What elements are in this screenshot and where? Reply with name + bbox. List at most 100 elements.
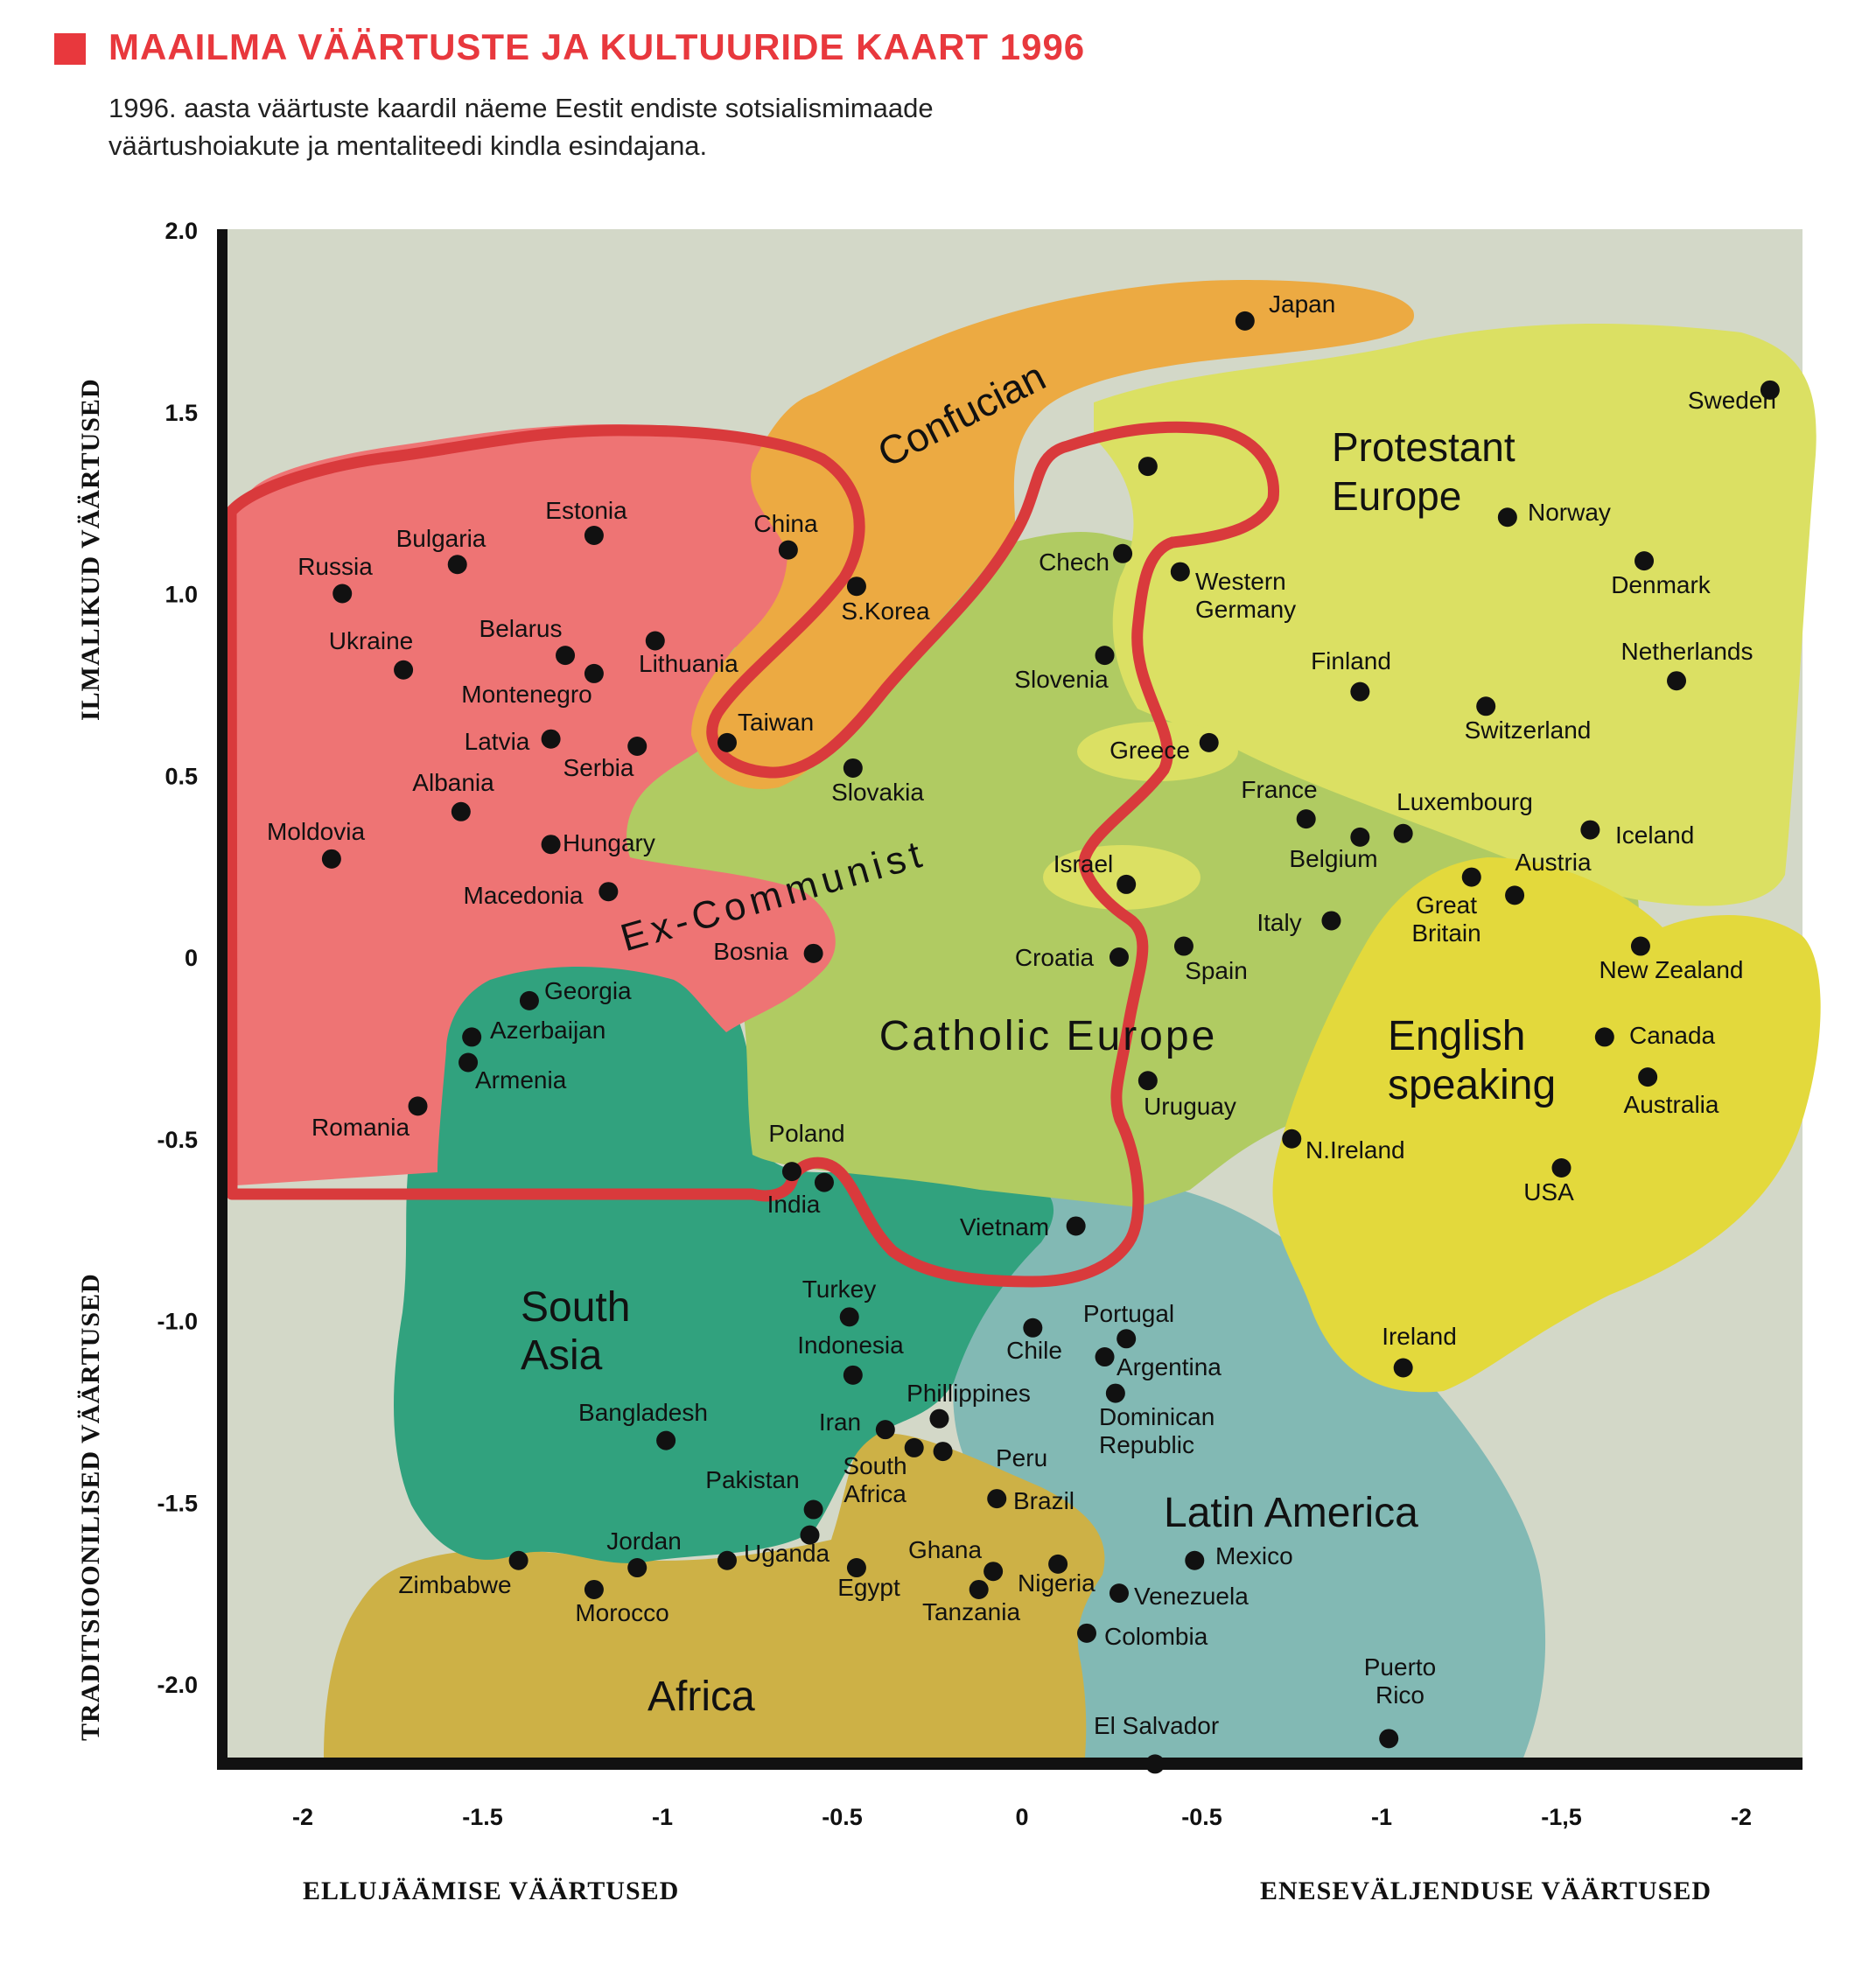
data-point-label: Mexico bbox=[1215, 1542, 1293, 1569]
data-point: Israel bbox=[1054, 850, 1137, 894]
data-point-label: Uganda bbox=[744, 1540, 830, 1567]
data-point-marker bbox=[846, 1558, 866, 1578]
data-point-label: Japan bbox=[1269, 290, 1335, 318]
data-point-label: Puerto Rico bbox=[1364, 1653, 1437, 1709]
data-point-marker bbox=[519, 990, 539, 1010]
data-point-label: Montenegro bbox=[461, 681, 592, 708]
data-point-marker bbox=[1199, 732, 1219, 752]
data-point: Macedonia bbox=[464, 882, 619, 909]
x-tick-label: -2 bbox=[292, 1804, 313, 1830]
data-point-marker bbox=[1095, 1347, 1115, 1367]
data-point-marker bbox=[1138, 457, 1158, 477]
data-point-label: Switzerland bbox=[1465, 716, 1592, 744]
data-point: Jordan bbox=[606, 1527, 682, 1578]
data-point: Hungary bbox=[541, 829, 655, 856]
data-point: Slovakia bbox=[831, 758, 924, 806]
data-point-marker bbox=[1476, 696, 1496, 716]
data-point-label: Macedonia bbox=[464, 882, 584, 909]
data-point-marker bbox=[1109, 1583, 1129, 1604]
data-point-marker bbox=[1350, 827, 1370, 847]
data-point: Pakistan bbox=[705, 1466, 823, 1520]
data-point-marker bbox=[656, 1430, 676, 1450]
data-point-marker bbox=[1023, 1317, 1043, 1338]
data-point: Azerbaijan bbox=[462, 1017, 606, 1047]
data-point: France bbox=[1241, 776, 1318, 829]
data-point-label: Moldovia bbox=[267, 818, 365, 845]
data-point-marker bbox=[1667, 671, 1687, 691]
data-point-label: Estonia bbox=[545, 497, 627, 524]
data-point-marker bbox=[1296, 809, 1316, 829]
data-point: Bosnia bbox=[713, 938, 823, 965]
data-point: Montenegro bbox=[461, 663, 604, 708]
chart-title: MAAILMA VÄÄRTUSTE JA KULTUURIDE KAART 19… bbox=[108, 26, 1086, 67]
data-point-label: Jordan bbox=[606, 1527, 682, 1555]
data-point: Portugal bbox=[1083, 1300, 1174, 1349]
region-label-english: speaking bbox=[1388, 1062, 1556, 1108]
data-point-label: Belgium bbox=[1289, 845, 1377, 872]
region-latin-america bbox=[953, 1177, 1546, 1760]
data-point: Brazil bbox=[987, 1487, 1074, 1514]
data-point: New Zealand bbox=[1600, 936, 1743, 983]
data-point-label: Norway bbox=[1528, 499, 1611, 526]
data-point-label: Brazil bbox=[1013, 1487, 1074, 1514]
data-point: Vietnam bbox=[960, 1213, 1086, 1241]
data-point-marker bbox=[1282, 1129, 1302, 1149]
data-point-label: Luxembourg bbox=[1396, 788, 1533, 815]
data-point-label: Chile bbox=[1006, 1337, 1062, 1364]
data-point-label: Chech bbox=[1039, 549, 1110, 576]
data-point: Serbia bbox=[564, 737, 648, 781]
data-point-label: Bangladesh bbox=[578, 1399, 708, 1426]
region-label-africa: Africa bbox=[648, 1674, 755, 1720]
data-point-label: Vietnam bbox=[960, 1213, 1049, 1241]
data-point-marker bbox=[904, 1437, 924, 1457]
data-point-marker bbox=[627, 737, 648, 757]
data-point-marker bbox=[800, 1525, 820, 1545]
data-point: Peru bbox=[933, 1442, 1047, 1471]
data-point-marker bbox=[394, 660, 414, 680]
data-point-marker bbox=[843, 758, 863, 778]
data-point: Uruguay bbox=[1138, 1071, 1236, 1120]
data-point-label: China bbox=[753, 510, 818, 537]
data-point: Puerto Rico bbox=[1364, 1653, 1437, 1749]
data-point: Phillippines bbox=[906, 1380, 1031, 1429]
data-point-marker bbox=[778, 540, 798, 560]
data-point: Norway bbox=[1497, 499, 1611, 528]
data-point-marker bbox=[717, 732, 737, 752]
data-point-marker bbox=[875, 1420, 895, 1440]
data-point-label: Taiwan bbox=[738, 709, 814, 736]
data-point: Denmark bbox=[1611, 551, 1712, 598]
data-point: USA bbox=[1523, 1157, 1574, 1206]
data-point-marker bbox=[1076, 1623, 1096, 1643]
data-point-label: Ghana bbox=[908, 1536, 982, 1563]
data-point-marker bbox=[1461, 867, 1481, 887]
data-point: Chech bbox=[1039, 543, 1133, 576]
region-greece-bubble bbox=[1077, 722, 1238, 781]
data-point-marker bbox=[1321, 911, 1341, 931]
data-point-marker bbox=[803, 943, 823, 963]
data-point-label: Argentina bbox=[1116, 1353, 1222, 1380]
data-point-label: Greece bbox=[1110, 737, 1190, 764]
data-point-label: Canada bbox=[1629, 1022, 1716, 1049]
data-point-label: Ukraine bbox=[329, 627, 413, 654]
data-point: Iran bbox=[819, 1408, 895, 1440]
data-point-label: Sweden bbox=[1688, 387, 1776, 414]
data-point: Uganda bbox=[717, 1540, 830, 1570]
x-tick-label: -0.5 bbox=[1181, 1804, 1222, 1830]
data-point-label: USA bbox=[1523, 1178, 1574, 1206]
data-point-label: Australia bbox=[1624, 1091, 1719, 1118]
data-point-marker bbox=[451, 801, 471, 821]
data-point-label: Bosnia bbox=[713, 938, 788, 965]
data-point: Italy bbox=[1256, 909, 1341, 936]
data-point: Belarus bbox=[480, 615, 576, 666]
region-ex-communist bbox=[232, 424, 847, 1185]
y-tick-label: 1.5 bbox=[164, 400, 198, 426]
region-label-catholic: Catholic Europe bbox=[879, 1013, 1218, 1059]
data-point: Romania bbox=[312, 1096, 428, 1141]
data-point-marker bbox=[1630, 936, 1650, 956]
data-point-marker bbox=[1760, 380, 1780, 400]
data-point-label: S.Korea bbox=[841, 598, 930, 625]
data-point: Poland bbox=[768, 1120, 845, 1182]
y-tick-label: -2.0 bbox=[157, 1672, 198, 1698]
data-point-marker bbox=[803, 1499, 823, 1520]
data-point-marker bbox=[1185, 1550, 1205, 1570]
